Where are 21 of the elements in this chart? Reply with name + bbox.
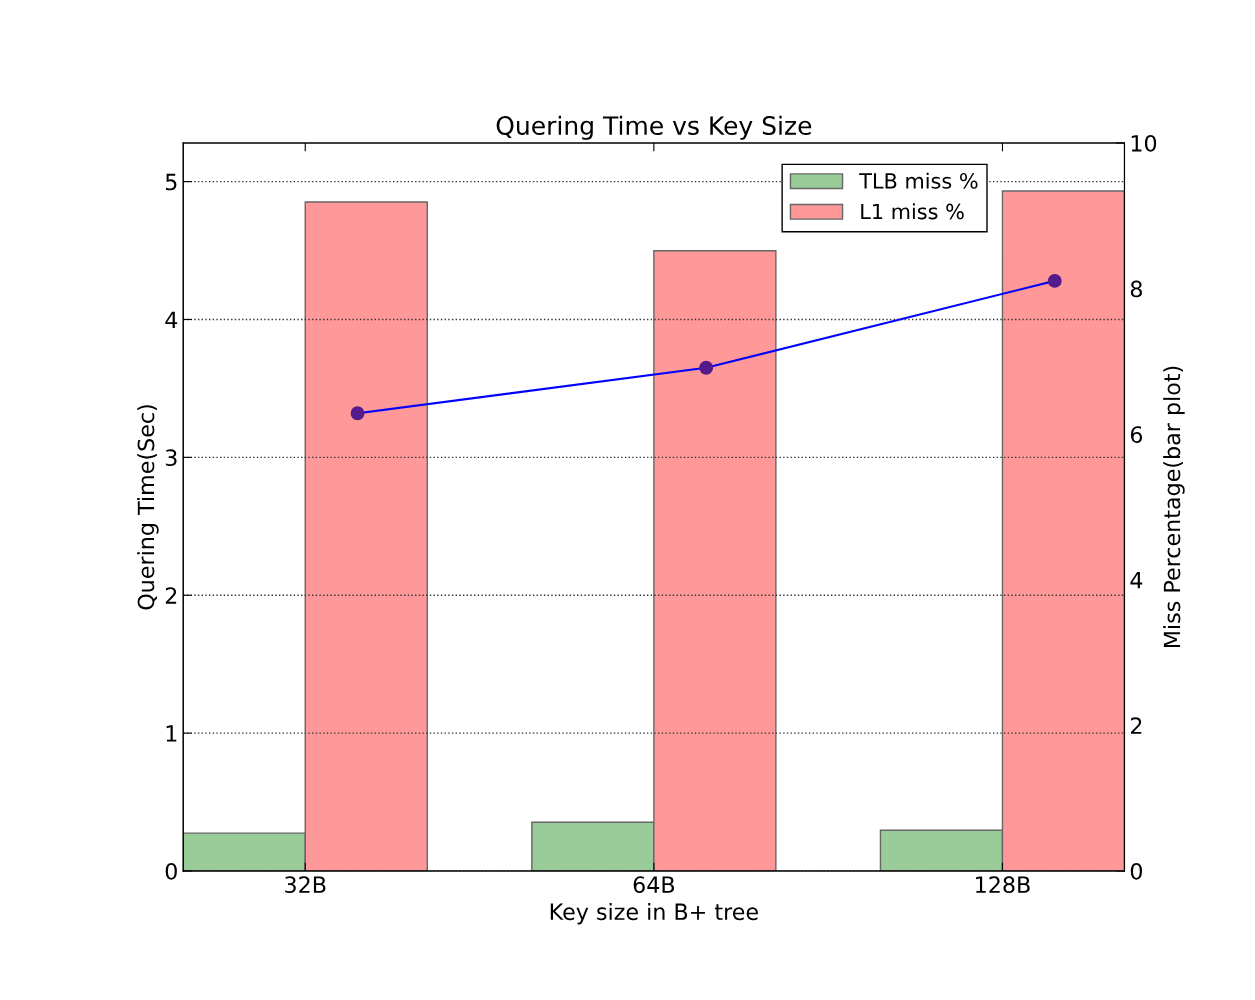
- y2-tick-label: 6: [1130, 426, 1143, 443]
- y2-tick-label: 0: [1130, 862, 1142, 880]
- x-tick-label: 64B: [633, 876, 675, 894]
- y2-tick-label: 8: [1130, 280, 1142, 298]
- y-tick-label: 4: [165, 311, 178, 328]
- y-axis-title: Quering Time(Sec): [137, 405, 159, 610]
- y-tick-label: 5: [165, 173, 177, 191]
- y2-tick-label: 2: [1130, 717, 1142, 734]
- x-tick-label: 128B: [976, 876, 1030, 894]
- y2-axis-title: Miss Percentage(bar plot): [1163, 366, 1185, 648]
- y2-tick-label: 4: [1130, 572, 1143, 589]
- y2-tick-label: 10: [1131, 134, 1157, 152]
- legend-label: TLB miss %: [859, 172, 978, 189]
- x-axis-title: Key size in B+ tree: [550, 902, 758, 925]
- y-tick-label: 3: [165, 449, 177, 467]
- y-tick-label: 1: [166, 725, 177, 742]
- y-tick-label: 0: [165, 862, 177, 880]
- x-tick-label: 32B: [285, 876, 326, 894]
- y-tick-label: 2: [165, 587, 177, 604]
- chart-title: Quering Time vs Key Size: [496, 115, 812, 140]
- legend-label: L1 miss %: [861, 203, 964, 220]
